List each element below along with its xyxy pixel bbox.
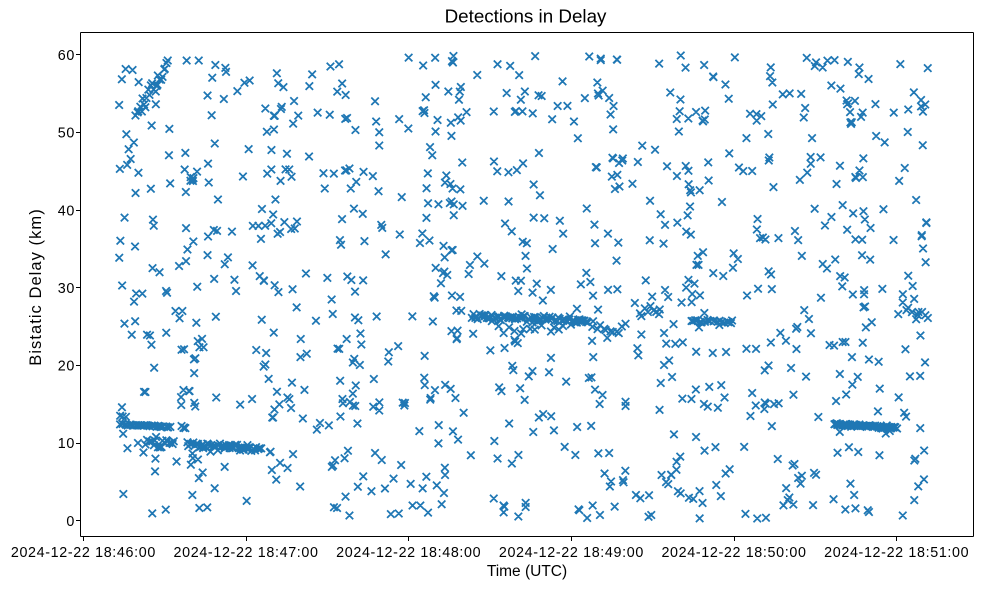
svg-text:0: 0 [66,514,75,530]
svg-text:2024-12-22 18:49:00: 2024-12-22 18:49:00 [499,545,644,561]
svg-text:20: 20 [58,359,75,375]
svg-text:50: 50 [58,126,75,142]
svg-text:Detections in Delay: Detections in Delay [445,6,607,27]
svg-text:10: 10 [58,436,75,452]
svg-text:2024-12-22 18:50:00: 2024-12-22 18:50:00 [661,545,806,561]
svg-text:Bistatic Delay (km): Bistatic Delay (km) [27,208,45,365]
svg-text:60: 60 [58,48,75,64]
svg-text:2024-12-22 18:47:00: 2024-12-22 18:47:00 [174,545,319,561]
svg-text:2024-12-22 18:51:00: 2024-12-22 18:51:00 [824,545,969,561]
svg-text:Time (UTC): Time (UTC) [487,563,567,580]
svg-text:2024-12-22 18:46:00: 2024-12-22 18:46:00 [11,545,156,561]
svg-text:2024-12-22 18:48:00: 2024-12-22 18:48:00 [336,545,481,561]
svg-text:30: 30 [58,281,75,297]
svg-text:40: 40 [58,203,75,219]
